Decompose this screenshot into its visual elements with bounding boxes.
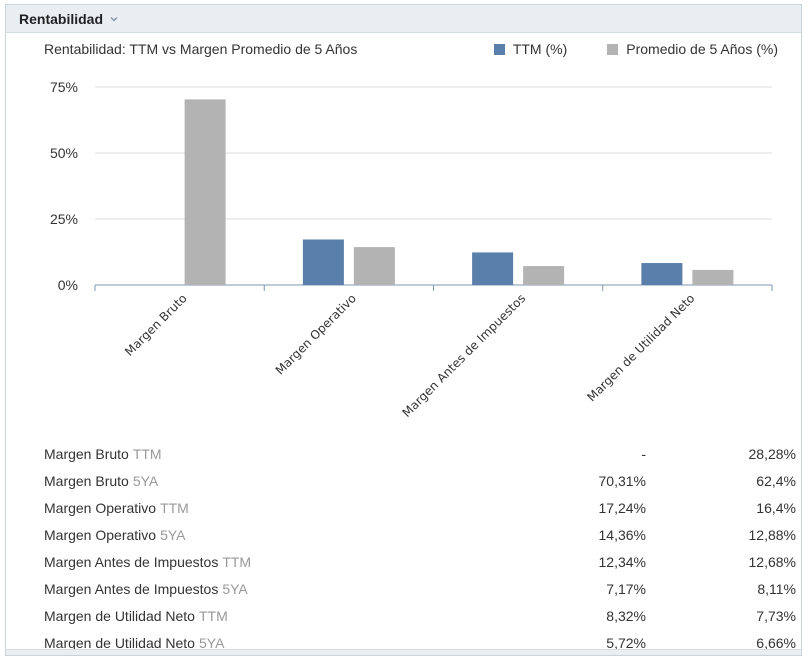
- row-label: Margen Operativo TTM: [44, 500, 506, 516]
- row-label: Margen Operativo 5YA: [44, 527, 506, 543]
- margins-table: Margen Bruto TTM -28,28% Margen Bruto 5YA 70,…: [44, 440, 796, 656]
- row-label: Margen de Utilidad Neto TTM: [44, 608, 506, 624]
- row-period: TTM: [132, 445, 162, 462]
- y-tick-label: 25%: [50, 211, 78, 227]
- bar-chart: 0% 25% 50% 75% Margen Bruto Margen Operativo M…: [50, 79, 773, 420]
- table-row: Margen Operativo TTM 17,24% 16,4%: [44, 494, 796, 521]
- row-company-value: 7,17%: [606, 580, 646, 597]
- row-label-text: Margen Operativo: [44, 526, 157, 543]
- row-period: 5YA: [132, 472, 159, 489]
- legend-label-avg5: Promedio de 5 Años (%): [626, 41, 778, 57]
- legend-item-avg5[interactable]: Promedio de 5 Años (%): [607, 41, 778, 57]
- row-label-text: Margen Operativo: [44, 499, 157, 516]
- row-industry-value: 12,88%: [748, 526, 796, 543]
- panel-header[interactable]: Rentabilidad: [6, 5, 801, 33]
- row-period: 5YA: [222, 580, 248, 597]
- panel-title: Rentabilidad: [19, 10, 104, 27]
- row-period: TTM: [160, 499, 189, 516]
- bar-ttm: [472, 252, 514, 285]
- x-tick-label: Margen de Utilidad Neto: [584, 291, 697, 404]
- table-row: Margen Operativo 5YA 14,36% 12,88%: [44, 521, 796, 548]
- row-period: 5YA: [198, 634, 225, 651]
- y-tick-label: 50%: [50, 145, 78, 161]
- legend-item-ttm[interactable]: TTM (%): [493, 41, 568, 57]
- table-row: Margen de Utilidad Neto 5YA 5,72% 6,66%: [44, 629, 796, 656]
- row-industry-value: 6,66%: [756, 634, 796, 651]
- row-label: Margen Bruto 5YA: [44, 473, 506, 489]
- bar-ttm: [641, 263, 683, 285]
- row-label: Margen Antes de Impuestos TTM: [44, 554, 506, 570]
- row-industry-value: 16,4%: [756, 499, 796, 516]
- bar-avg5: [184, 99, 226, 286]
- x-tick-label: Margen Bruto: [122, 291, 190, 359]
- row-industry-value: 7,73%: [756, 607, 796, 624]
- chart-title: Rentabilidad: TTM vs Margen Promedio de …: [44, 41, 358, 57]
- table-row: Margen Antes de Impuestos TTM 12,34% 12,68%: [44, 548, 796, 575]
- row-period: 5YA: [160, 526, 186, 543]
- legend-swatch-ttm: [493, 43, 505, 55]
- chart-legend: TTM (%) Promedio de 5 Años (%): [454, 41, 778, 57]
- profitability-panel: Rentabilidad Rentabilidad: TTM vs Margen…: [5, 4, 802, 656]
- x-tick-label: Margen Operativo: [273, 291, 359, 377]
- y-tick-label: 0%: [58, 277, 78, 293]
- chevron-down-icon[interactable]: [109, 14, 119, 24]
- row-company-value: -: [641, 445, 646, 462]
- bar-avg5: [523, 266, 565, 285]
- row-company-value: 17,24%: [598, 499, 646, 516]
- row-label-text: Margen Antes de Impuestos: [44, 553, 219, 570]
- y-tick-label: 75%: [50, 79, 78, 95]
- row-company-value: 12,34%: [598, 553, 646, 570]
- row-period: TTM: [198, 607, 228, 624]
- row-label-text: Margen Antes de Impuestos: [44, 580, 219, 597]
- legend-swatch-avg5: [607, 43, 619, 55]
- row-label-text: Margen de Utilidad Neto: [44, 634, 195, 651]
- row-period: TTM: [222, 553, 252, 570]
- table-row: Margen Antes de Impuestos 5YA 7,17% 8,11%: [44, 575, 796, 602]
- row-label-text: Margen de Utilidad Neto: [44, 607, 195, 624]
- table-row: Margen de Utilidad Neto TTM 8,32% 7,73%: [44, 602, 796, 629]
- row-company-value: 70,31%: [598, 472, 646, 489]
- row-industry-value: 28,28%: [748, 445, 796, 462]
- row-industry-value: 8,11%: [757, 580, 796, 597]
- row-label: Margen Bruto TTM: [44, 446, 506, 462]
- bar-avg5: [353, 247, 395, 285]
- legend-label-ttm: TTM (%): [512, 41, 568, 57]
- bar-ttm: [302, 239, 344, 285]
- table-row: Margen Bruto TTM - 28,28%: [44, 440, 796, 467]
- row-company-value: 14,36%: [598, 526, 646, 543]
- row-industry-value: 12,68%: [748, 553, 796, 570]
- row-label: Margen de Utilidad Neto 5YA: [44, 635, 506, 651]
- row-label-text: Margen Bruto: [44, 445, 129, 462]
- row-industry-value: 62,4%: [756, 472, 796, 489]
- row-company-value: 5,72%: [606, 634, 646, 651]
- bar-avg5: [692, 269, 734, 285]
- panel-footer: [6, 649, 801, 655]
- row-label: Margen Antes de Impuestos 5YA: [44, 581, 506, 597]
- row-company-value: 8,32%: [606, 607, 646, 624]
- table-row: Margen Bruto 5YA 70,31% 62,4%: [44, 467, 796, 494]
- row-label-text: Margen Bruto: [44, 472, 129, 489]
- x-tick-label: Margen Antes de Impuestos: [400, 291, 529, 420]
